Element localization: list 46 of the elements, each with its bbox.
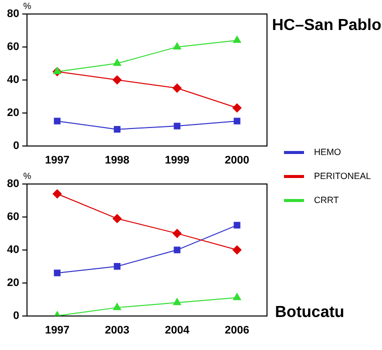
point <box>234 222 240 229</box>
point <box>54 270 61 276</box>
point <box>233 293 241 300</box>
point <box>112 214 122 224</box>
point <box>173 42 182 50</box>
point <box>174 122 180 130</box>
legend-label: HEMO <box>314 147 341 157</box>
text: Botucatu <box>275 304 344 322</box>
x-tick-label: 2003 <box>104 324 130 336</box>
y-tick-label: 40 <box>6 244 20 256</box>
y-tick-label: 60 <box>6 40 20 53</box>
x-tick-label: 2006 <box>224 324 250 336</box>
point <box>113 58 122 66</box>
point <box>114 126 120 133</box>
point <box>112 75 122 84</box>
legend-label: CRRT <box>314 195 339 205</box>
point <box>114 263 120 270</box>
point <box>54 118 61 124</box>
point <box>113 303 122 310</box>
x-tick-label: 2000 <box>224 154 250 166</box>
x-tick-label: 1997 <box>44 154 70 166</box>
x-tick-label: 2004 <box>164 324 190 336</box>
point <box>174 246 180 254</box>
point <box>234 118 240 124</box>
point <box>173 298 182 306</box>
point <box>172 228 182 238</box>
x-tick-label: 1998 <box>104 154 130 166</box>
point <box>233 36 241 43</box>
y-tick-label: 0 <box>13 140 20 152</box>
y-tick-label: 20 <box>6 276 20 289</box>
y-tick-label: 20 <box>6 106 20 119</box>
y-tick-label: 60 <box>6 210 20 223</box>
point <box>172 84 182 93</box>
y-tick-label: 80 <box>6 8 20 20</box>
point <box>52 189 62 198</box>
y-tick-label: 80 <box>6 178 20 190</box>
y-tick-label: 40 <box>6 74 20 86</box>
y-axis-title: % <box>23 170 32 181</box>
x-tick-label: 1997 <box>44 324 70 336</box>
y-tick-label: 0 <box>13 310 20 322</box>
legend-label: PERITONEAL <box>314 171 371 181</box>
x-tick-label: 1999 <box>164 154 190 166</box>
point <box>232 245 242 254</box>
y-axis-title: % <box>23 0 32 11</box>
text: HC–San Pablo <box>272 17 382 35</box>
point <box>232 103 242 112</box>
